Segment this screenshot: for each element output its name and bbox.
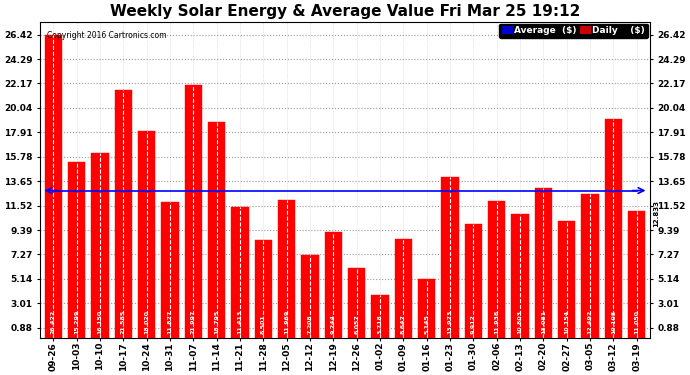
Text: 18.795: 18.795: [214, 310, 219, 334]
Bar: [535, 188, 552, 338]
Text: 13.081: 13.081: [541, 310, 546, 334]
Bar: [581, 195, 599, 338]
Text: 10.803: 10.803: [518, 310, 522, 334]
Bar: [395, 238, 412, 338]
Bar: [184, 86, 202, 338]
Text: 3.718: 3.718: [377, 315, 382, 334]
Text: 9.244: 9.244: [331, 315, 336, 334]
Bar: [628, 211, 645, 338]
Text: 11.938: 11.938: [494, 310, 499, 334]
Text: 21.585: 21.585: [121, 310, 126, 334]
Text: 15.299: 15.299: [74, 310, 79, 334]
Bar: [302, 255, 319, 338]
Bar: [231, 207, 248, 338]
Bar: [464, 224, 482, 338]
Text: 12.492: 12.492: [588, 310, 593, 334]
Text: Copyright 2016 Cartronics.com: Copyright 2016 Cartronics.com: [46, 31, 166, 40]
Text: 11.413: 11.413: [237, 310, 242, 334]
Bar: [161, 201, 179, 338]
Legend: Average  ($), Daily    ($): Average ($), Daily ($): [499, 24, 648, 38]
Text: 10.154: 10.154: [564, 310, 569, 334]
Text: 11.969: 11.969: [284, 310, 289, 334]
Text: 8.501: 8.501: [261, 315, 266, 334]
Bar: [604, 118, 622, 338]
Bar: [324, 232, 342, 338]
Text: 12.833: 12.833: [653, 200, 659, 227]
Text: 19.108: 19.108: [611, 310, 616, 334]
Text: 11.050: 11.050: [634, 310, 639, 334]
Bar: [115, 90, 132, 338]
Bar: [255, 240, 272, 338]
Bar: [442, 177, 459, 338]
Bar: [558, 221, 575, 338]
Bar: [488, 201, 506, 338]
Text: 5.145: 5.145: [424, 315, 429, 334]
Text: 9.912: 9.912: [471, 315, 476, 334]
Bar: [371, 295, 388, 338]
Text: 6.057: 6.057: [354, 315, 359, 334]
Title: Weekly Solar Energy & Average Value Fri Mar 25 19:12: Weekly Solar Energy & Average Value Fri …: [110, 4, 580, 19]
Bar: [418, 279, 435, 338]
Text: 13.973: 13.973: [448, 310, 453, 334]
Text: 7.208: 7.208: [308, 315, 313, 334]
Bar: [138, 131, 155, 338]
Bar: [511, 214, 529, 338]
Bar: [208, 122, 226, 338]
Text: 18.020: 18.020: [144, 310, 149, 334]
Text: 16.150: 16.150: [97, 310, 102, 334]
Bar: [68, 162, 86, 338]
Text: 11.877: 11.877: [168, 310, 172, 334]
Bar: [91, 153, 109, 338]
Text: 26.422: 26.422: [51, 310, 56, 334]
Text: 21.997: 21.997: [191, 310, 196, 334]
Text: 8.647: 8.647: [401, 315, 406, 334]
Bar: [45, 34, 62, 338]
Bar: [278, 201, 295, 338]
Bar: [348, 268, 366, 338]
